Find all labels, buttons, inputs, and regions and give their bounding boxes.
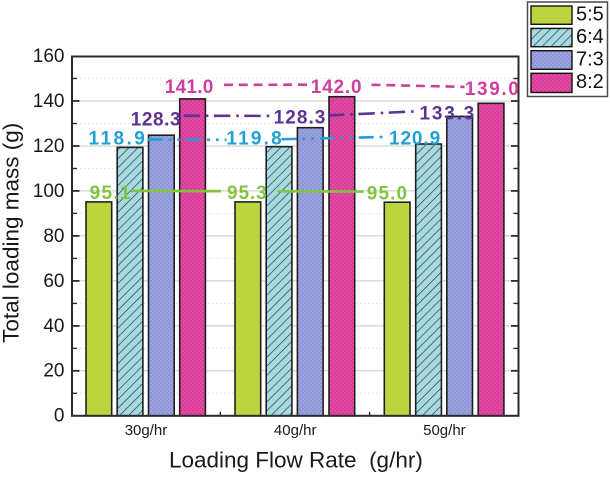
svg-text:128.3: 128.3 bbox=[274, 108, 327, 129]
svg-text:7:3: 7:3 bbox=[576, 48, 604, 70]
svg-text:133.3: 133.3 bbox=[420, 103, 477, 124]
svg-text:8:2: 8:2 bbox=[576, 71, 604, 93]
svg-text:119.8: 119.8 bbox=[226, 129, 284, 150]
svg-text:128.3: 128.3 bbox=[131, 110, 181, 131]
svg-text:30g/hr: 30g/hr bbox=[125, 422, 168, 439]
svg-text:95.0: 95.0 bbox=[367, 184, 408, 205]
svg-text:40g/hr: 40g/hr bbox=[274, 422, 317, 439]
svg-text:95.1: 95.1 bbox=[90, 183, 132, 204]
svg-text:118.9: 118.9 bbox=[89, 129, 148, 150]
svg-text:120: 120 bbox=[33, 136, 65, 157]
svg-text:95.3: 95.3 bbox=[227, 183, 268, 204]
svg-text:5:5: 5:5 bbox=[576, 4, 604, 26]
svg-text:20: 20 bbox=[43, 361, 64, 382]
svg-text:120.9: 120.9 bbox=[389, 129, 441, 150]
svg-text:6:4: 6:4 bbox=[576, 26, 604, 48]
svg-text:100: 100 bbox=[33, 181, 65, 202]
svg-text:Total loading mass (g): Total loading mass (g) bbox=[0, 123, 24, 343]
svg-text:139.0: 139.0 bbox=[465, 79, 521, 100]
svg-text:Loading Flow Rate (g/hr): Loading Flow Rate (g/hr) bbox=[169, 447, 423, 472]
svg-text:80: 80 bbox=[43, 226, 64, 247]
svg-text:60: 60 bbox=[43, 271, 64, 292]
svg-text:0: 0 bbox=[54, 406, 65, 427]
svg-text:141.0: 141.0 bbox=[165, 77, 214, 98]
svg-text:140: 140 bbox=[33, 91, 65, 112]
svg-text:160: 160 bbox=[33, 46, 65, 67]
svg-text:142.0: 142.0 bbox=[311, 77, 363, 98]
svg-text:50g/hr: 50g/hr bbox=[423, 422, 466, 439]
svg-text:40: 40 bbox=[43, 316, 64, 337]
